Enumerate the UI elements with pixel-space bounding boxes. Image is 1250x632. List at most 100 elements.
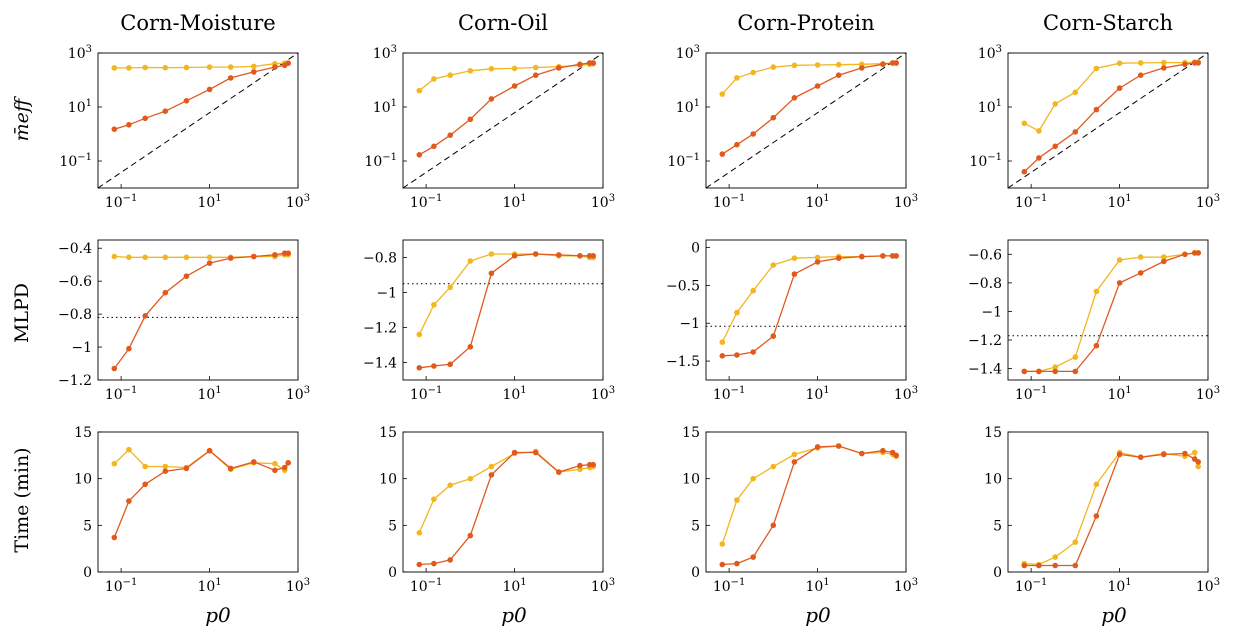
data-point xyxy=(1093,288,1100,295)
data-point xyxy=(1161,65,1167,71)
x-axis-labels: p0 p0 p0 p0 xyxy=(205,603,1127,627)
x-tick-label: 103 xyxy=(591,577,615,595)
y-tick-exp: −1 xyxy=(685,152,700,163)
x-tick-base: 10 xyxy=(1015,387,1033,403)
data-point xyxy=(416,87,423,94)
series-line xyxy=(722,445,897,566)
y-tick-label: −1.2 xyxy=(58,373,92,389)
y-tick-base: 10 xyxy=(969,154,987,170)
data-point xyxy=(770,522,777,529)
data-point xyxy=(183,98,190,104)
data-point xyxy=(1093,481,1100,488)
data-point xyxy=(1052,368,1058,375)
x-tick-label: 10−1 xyxy=(410,385,443,403)
x-tick-label: 10−1 xyxy=(713,577,746,595)
data-point xyxy=(1021,168,1028,175)
y-tick-label: 103 xyxy=(676,44,700,62)
x-tick-base: 10 xyxy=(1107,387,1125,403)
data-point xyxy=(431,76,437,82)
data-point xyxy=(511,83,518,89)
data-point xyxy=(447,361,454,368)
data-point xyxy=(859,65,865,71)
x-tick-base: 10 xyxy=(1015,579,1033,595)
data-point xyxy=(416,561,423,568)
data-point xyxy=(126,498,132,504)
data-point xyxy=(814,444,821,450)
data-point xyxy=(142,254,148,261)
series-line xyxy=(113,448,289,472)
y-tick-label: −1.5 xyxy=(666,354,700,370)
data-point xyxy=(183,254,190,261)
plot-frame xyxy=(705,239,907,381)
y-tick-label: 5 xyxy=(993,518,1002,534)
y-tick-exp: −1 xyxy=(382,152,397,163)
column-titles: Corn-Moisture Corn-Oil Corn-Protein Corn… xyxy=(120,11,1173,35)
data-point xyxy=(162,64,169,71)
x-tick-label: 101 xyxy=(805,577,829,595)
data-point xyxy=(556,252,562,258)
plot-frame xyxy=(97,431,299,573)
data-point xyxy=(1195,250,1201,256)
y-tick-label: 10 xyxy=(984,472,1002,488)
y-tick-label: 5 xyxy=(691,518,700,534)
data-point xyxy=(719,353,726,359)
data-point xyxy=(111,126,118,132)
data-point xyxy=(814,83,821,89)
y-tick-exp: 3 xyxy=(391,44,397,55)
panel: 10−1 101 103−1.4−1.2−1−0.8 xyxy=(363,239,615,403)
data-point xyxy=(511,253,518,259)
data-point xyxy=(719,151,726,157)
data-point xyxy=(734,497,740,503)
data-point xyxy=(1036,562,1042,569)
x-tick-label: 103 xyxy=(1196,577,1220,595)
data-point xyxy=(488,270,495,277)
data-point xyxy=(750,554,756,560)
series-line xyxy=(1023,62,1199,173)
y-tick-base: 10 xyxy=(373,100,391,116)
x-axis-label: p0 xyxy=(1101,603,1127,627)
x-tick-base: 10 xyxy=(502,195,520,211)
data-point xyxy=(183,64,190,71)
y-tick-base: 10 xyxy=(978,46,996,62)
data-point xyxy=(791,459,798,465)
data-point xyxy=(126,122,132,128)
x-tick-label: 10−1 xyxy=(410,577,443,595)
x-tick-base: 10 xyxy=(805,387,823,403)
x-tick-base: 10 xyxy=(894,195,912,211)
x-tick-exp: −1 xyxy=(123,193,138,204)
y-tick-label: 10−1 xyxy=(364,152,397,170)
data-point xyxy=(183,273,190,280)
data-point xyxy=(1195,60,1201,66)
plot-frame xyxy=(1007,239,1209,381)
x-tick-label: 10−1 xyxy=(713,193,746,211)
x-tick-label: 10−1 xyxy=(410,193,443,211)
panel: 10−1 101 103−1.4−1.2−1−0.8−0.6 xyxy=(968,239,1220,403)
data-point xyxy=(1072,562,1079,569)
data-point xyxy=(1116,60,1123,66)
data-point xyxy=(556,469,562,475)
x-tick-label: 10−1 xyxy=(105,193,138,211)
data-point xyxy=(111,65,118,71)
data-point xyxy=(488,66,495,72)
data-point xyxy=(416,331,423,338)
data-point xyxy=(227,255,234,261)
data-point xyxy=(532,72,539,78)
x-tick-base: 10 xyxy=(894,579,912,595)
x-tick-label: 101 xyxy=(197,193,221,211)
data-point xyxy=(532,251,539,257)
x-tick-base: 10 xyxy=(286,387,304,403)
data-point xyxy=(532,449,539,456)
x-tick-base: 10 xyxy=(197,195,215,211)
data-point xyxy=(532,64,539,71)
y-tick-exp: 3 xyxy=(86,44,92,55)
x-tick-exp: 1 xyxy=(1125,193,1131,204)
data-point xyxy=(577,61,583,68)
x-tick-exp: 1 xyxy=(1125,577,1131,588)
x-tick-base: 10 xyxy=(713,579,731,595)
data-point xyxy=(1072,129,1079,135)
plot-frame xyxy=(402,431,604,573)
data-point xyxy=(1116,280,1123,286)
series-line xyxy=(721,62,897,155)
